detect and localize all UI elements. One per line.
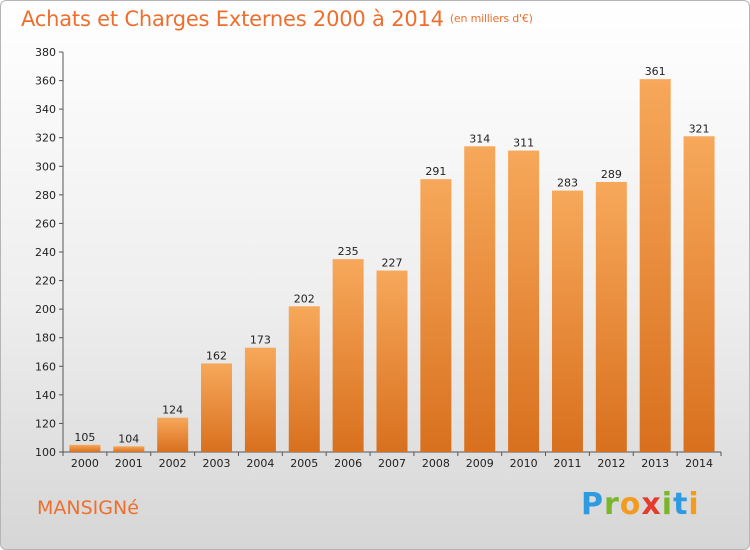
bar [683,136,715,453]
bar [551,190,583,453]
bar [464,146,496,453]
y-tick-label: 200 [35,303,56,316]
logo-letter: i [661,487,674,522]
x-tick-label: 2005 [290,457,318,470]
y-tick-label: 160 [35,360,56,373]
bar-value-label: 235 [338,245,359,258]
logo-letter: x [641,487,662,522]
bar [69,444,101,452]
bar-value-label: 289 [601,168,622,181]
y-tick-label: 240 [35,246,56,259]
bar [157,417,189,452]
y-tick-label: 360 [35,75,56,88]
bar [288,306,320,452]
x-tick-label: 2003 [203,457,231,470]
bar-value-label: 202 [294,292,315,305]
x-tick-label: 2000 [71,457,99,470]
x-tick-label: 2010 [510,457,538,470]
proxiti-logo: Proxiti [581,487,700,522]
y-tick-label: 340 [35,103,56,116]
bar-value-label: 162 [206,349,227,362]
bar-value-label: 104 [118,432,139,445]
bar-value-label: 314 [469,132,490,145]
bar-value-label: 173 [250,334,271,347]
y-tick-label: 280 [35,189,56,202]
x-tick-label: 2004 [246,457,274,470]
bar-value-label: 124 [162,404,183,417]
bar [595,182,627,452]
bar [420,179,452,452]
logo-letter: t [673,487,689,522]
x-tick-label: 2011 [553,457,581,470]
chart-title-text: Achats et Charges Externes 2000 à 2014 [21,7,444,31]
y-tick-label: 140 [35,389,56,402]
y-tick-label: 380 [35,46,56,59]
bar-value-label: 311 [513,137,534,150]
logo-letter: P [581,487,604,522]
bar-value-label: 283 [557,177,578,190]
bar [639,79,671,453]
bar-value-label: 227 [382,257,403,270]
bar-value-label: 321 [689,122,710,135]
chart-subtitle: (en milliers d'€) [449,12,533,25]
y-tick-label: 100 [35,446,56,459]
x-tick-label: 2007 [378,457,406,470]
bar [113,446,145,452]
x-tick-label: 2014 [685,457,713,470]
y-tick-label: 180 [35,332,56,345]
x-tick-label: 2006 [334,457,362,470]
bar [201,363,233,452]
x-tick-label: 2002 [159,457,187,470]
bar [376,270,408,452]
x-tick-label: 2008 [422,457,450,470]
bar [508,150,540,453]
bar-value-label: 361 [645,65,666,78]
y-tick-label: 320 [35,132,56,145]
y-tick-label: 260 [35,217,56,230]
bar-value-label: 291 [425,165,446,178]
town-name: MANSIGNé [37,497,139,519]
y-tick-label: 120 [35,417,56,430]
y-tick-label: 220 [35,275,56,288]
logo-letter: r [604,487,620,522]
y-tick-label: 300 [35,160,56,173]
bar-value-label: 105 [74,431,95,444]
x-tick-label: 2009 [466,457,494,470]
chart-title: Achats et Charges Externes 2000 à 2014 (e… [21,7,533,31]
x-tick-label: 2012 [597,457,625,470]
x-tick-label: 2013 [641,457,669,470]
bar [244,347,276,452]
logo-letter: i [688,487,700,522]
logo-letter: o [619,487,642,522]
x-tick-label: 2001 [115,457,143,470]
bar [332,259,364,452]
